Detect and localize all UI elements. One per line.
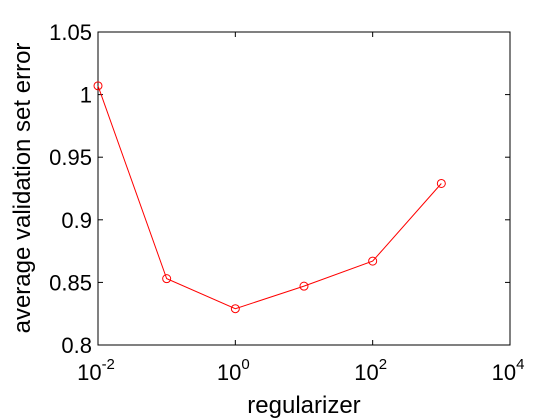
data-point: [93, 81, 103, 91]
x-axis-ticks: 10-2 100 102 104: [77, 32, 524, 385]
y-tick-label: 1: [80, 83, 92, 108]
x-tick-label: 10-2: [77, 356, 115, 385]
series-line: [97, 85, 442, 310]
x-tick-label: 104: [492, 356, 525, 385]
data-point: [436, 178, 446, 188]
series-group: [93, 81, 446, 314]
x-axis-label: regularizer: [247, 392, 360, 419]
data-point: [230, 304, 240, 314]
x-tick-label: 100: [217, 356, 250, 385]
data-point: [162, 274, 172, 284]
data-point: [299, 281, 309, 291]
y-tick-label: 0.9: [61, 208, 92, 233]
y-tick-label: 0.85: [49, 270, 92, 295]
y-tick-label: 0.95: [49, 145, 92, 170]
x-tick-label: 102: [354, 356, 387, 385]
data-point: [368, 256, 378, 266]
y-axis-ticks: 0.8 0.85 0.9 0.95 1 1.05: [49, 20, 510, 358]
y-tick-label: 1.05: [49, 20, 92, 45]
y-axis-label: average validation set error: [9, 43, 36, 334]
y-tick-label: 0.8: [61, 333, 92, 358]
plot-area: [97, 31, 511, 346]
